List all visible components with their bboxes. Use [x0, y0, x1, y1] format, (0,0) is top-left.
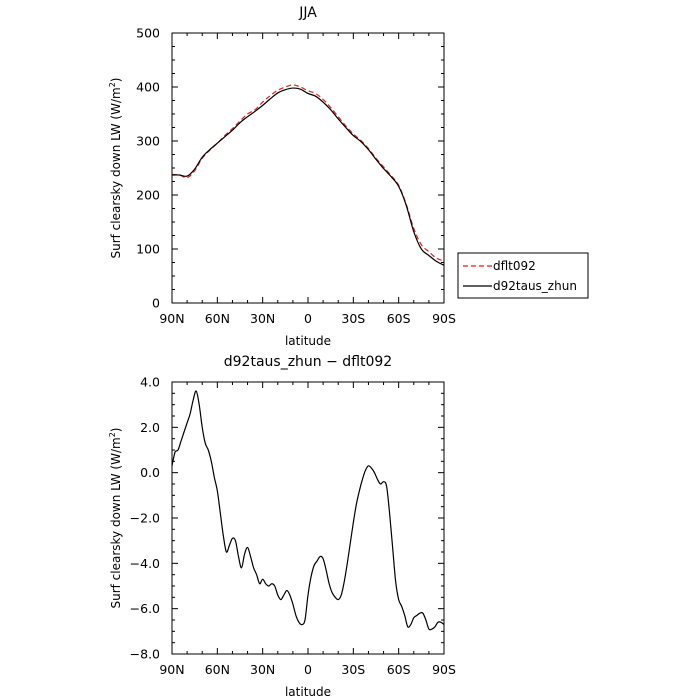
x-tick-label: 0: [304, 662, 312, 677]
legend-label: dflt092: [493, 259, 536, 273]
y-axis-label-part: ): [109, 77, 123, 82]
y-axis-label-part: ): [109, 427, 123, 432]
series-line-dflt092: [171, 84, 445, 262]
y-axis-label-superscript: 2: [108, 82, 117, 87]
y-tick-label: 0.0: [140, 465, 160, 480]
x-tick-label: 60S: [387, 662, 411, 677]
y-tick-label: 2.0: [140, 420, 160, 435]
series-line-d92taus_zhun: [171, 87, 445, 266]
x-tick-label: 30S: [341, 311, 365, 326]
y-axis-label-part: Surf clearsky down LW (W/m: [109, 437, 123, 608]
x-tick-label: 0: [304, 311, 312, 326]
legend: dflt092 d92taus_zhun: [457, 252, 589, 299]
y-tick-label: −8.0: [130, 647, 160, 662]
legend-box: [457, 252, 589, 299]
y-tick-label: 0: [152, 296, 160, 311]
y-tick-label: 100: [136, 242, 160, 257]
y-tick-label: 4.0: [140, 375, 160, 390]
y-axis-label-superscript: 2: [108, 432, 117, 437]
x-axis-label: latitude: [285, 685, 331, 699]
chart-panel-1: JJA 90N 60N 30N 0 30S 60S 90S 0 100 200 300 400 500 la…: [108, 5, 589, 348]
y-tick-label: −2.0: [130, 511, 160, 526]
x-tick-label: 90S: [432, 311, 456, 326]
y-tick-label: −4.0: [130, 556, 160, 571]
y-tick-label: −6.0: [130, 601, 160, 616]
chart-panel-2: d92taus_zhun − dflt092 90N 60N 30N 0 30S 60S 90…: [108, 354, 456, 699]
y-axis-label: Surf clearsky down LW (W/m2): [108, 77, 123, 258]
x-tick-label: 90S: [432, 662, 456, 677]
chart-title: d92taus_zhun − dflt092: [224, 354, 392, 370]
y-tick-label: 400: [136, 80, 160, 95]
x-axis-label: latitude: [285, 334, 331, 348]
x-tick-label: 90N: [159, 662, 184, 677]
y-tick-label: 300: [136, 134, 160, 149]
legend-label: d92taus_zhun: [493, 279, 577, 293]
x-tick-label: 90N: [159, 311, 184, 326]
plot-frame: [171, 381, 445, 655]
y-tick-label: 200: [136, 188, 160, 203]
x-tick-label: 30N: [250, 662, 275, 677]
y-tick-label: 500: [136, 26, 160, 41]
series-line-difference: [171, 390, 445, 631]
chart-title: JJA: [298, 5, 317, 21]
x-tick-label: 60N: [205, 311, 230, 326]
x-tick-label: 60S: [387, 311, 411, 326]
x-tick-label: 30N: [250, 311, 275, 326]
plot-frame: [171, 32, 445, 304]
x-tick-label: 60N: [205, 662, 230, 677]
x-tick-label: 30S: [341, 662, 365, 677]
y-axis-label: Surf clearsky down LW (W/m2): [108, 427, 123, 608]
y-axis-label-part: Surf clearsky down LW (W/m: [109, 87, 123, 258]
